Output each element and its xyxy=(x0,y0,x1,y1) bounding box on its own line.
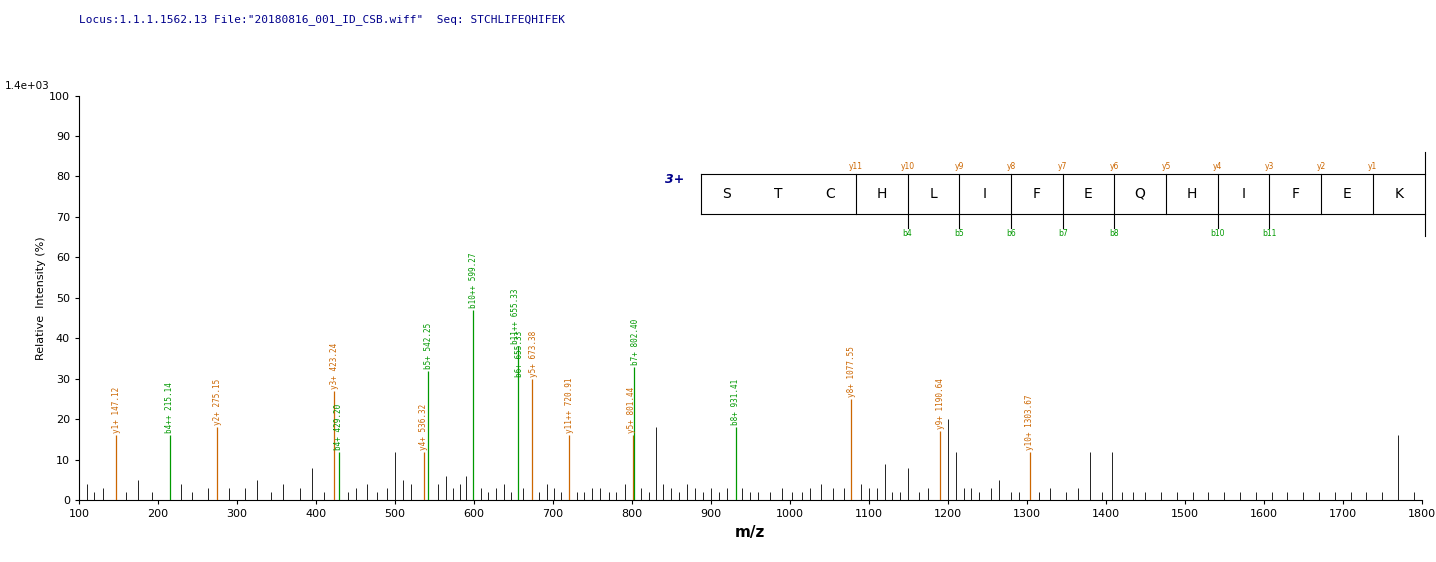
X-axis label: m/z: m/z xyxy=(735,525,765,540)
Text: y6: y6 xyxy=(1110,162,1119,171)
Text: I: I xyxy=(984,187,987,201)
Text: y5+ 673.38: y5+ 673.38 xyxy=(528,330,538,377)
Text: b11++ 655.33: b11++ 655.33 xyxy=(511,289,520,345)
Text: b10++ 599.27: b10++ 599.27 xyxy=(468,252,478,308)
Text: b4+ 429.20: b4+ 429.20 xyxy=(335,404,343,450)
Text: b11: b11 xyxy=(1262,229,1277,238)
Text: y2: y2 xyxy=(1317,162,1325,171)
Text: H: H xyxy=(876,187,887,201)
Text: y4+ 536.32: y4+ 536.32 xyxy=(419,404,428,450)
Text: K: K xyxy=(1394,187,1403,201)
Text: C: C xyxy=(826,187,834,201)
Text: I: I xyxy=(1242,187,1245,201)
Text: y1: y1 xyxy=(1369,162,1377,171)
Text: b5+ 542.25: b5+ 542.25 xyxy=(424,323,432,369)
Text: b4++ 215.14: b4++ 215.14 xyxy=(165,383,174,433)
Text: b4: b4 xyxy=(903,229,912,238)
Text: y5: y5 xyxy=(1162,162,1170,171)
Text: F: F xyxy=(1291,187,1300,201)
Text: y11: y11 xyxy=(849,162,863,171)
Text: y10+ 1303.67: y10+ 1303.67 xyxy=(1025,394,1034,450)
Text: y3: y3 xyxy=(1265,162,1274,171)
Y-axis label: Relative  Intensity (%): Relative Intensity (%) xyxy=(36,236,46,360)
Text: y10: y10 xyxy=(900,162,915,171)
Text: H: H xyxy=(1186,187,1198,201)
Text: y9: y9 xyxy=(955,162,964,171)
Text: y3+ 423.24: y3+ 423.24 xyxy=(330,343,339,389)
Text: b7: b7 xyxy=(1058,229,1067,238)
Text: Q: Q xyxy=(1134,187,1146,201)
Text: L: L xyxy=(929,187,938,201)
Text: F: F xyxy=(1032,187,1041,201)
Text: y8+ 1077.55: y8+ 1077.55 xyxy=(847,346,856,397)
Text: y7: y7 xyxy=(1058,162,1067,171)
Text: S: S xyxy=(722,187,731,201)
Text: b7+ 802.40: b7+ 802.40 xyxy=(630,319,640,365)
Text: y9+ 1190.64: y9+ 1190.64 xyxy=(936,378,945,429)
Text: b8: b8 xyxy=(1110,229,1119,238)
Text: b6+ 655.33: b6+ 655.33 xyxy=(514,330,524,377)
Text: 1.4e+03: 1.4e+03 xyxy=(6,81,50,92)
Text: E: E xyxy=(1084,187,1093,201)
Text: b10: b10 xyxy=(1211,229,1225,238)
Text: y1+ 147.12: y1+ 147.12 xyxy=(112,387,121,433)
Text: b8+ 931.41: b8+ 931.41 xyxy=(731,379,740,425)
Text: y5+ 801.44: y5+ 801.44 xyxy=(628,387,636,433)
Text: T: T xyxy=(774,187,783,201)
Text: b5: b5 xyxy=(955,229,964,238)
Text: Locus:1.1.1.1562.13 File:"20180816_001_ID_CSB.wiff"  Seq: STCHLIFEQHIFEK: Locus:1.1.1.1562.13 File:"20180816_001_I… xyxy=(79,14,564,25)
Text: E: E xyxy=(1343,187,1351,201)
Text: y2+ 275.15: y2+ 275.15 xyxy=(213,379,221,425)
Text: 3+: 3+ xyxy=(665,173,685,187)
Text: b6: b6 xyxy=(1007,229,1015,238)
Text: y11++ 720.91: y11++ 720.91 xyxy=(564,378,574,433)
Text: y4: y4 xyxy=(1213,162,1222,171)
Text: y8: y8 xyxy=(1007,162,1015,171)
